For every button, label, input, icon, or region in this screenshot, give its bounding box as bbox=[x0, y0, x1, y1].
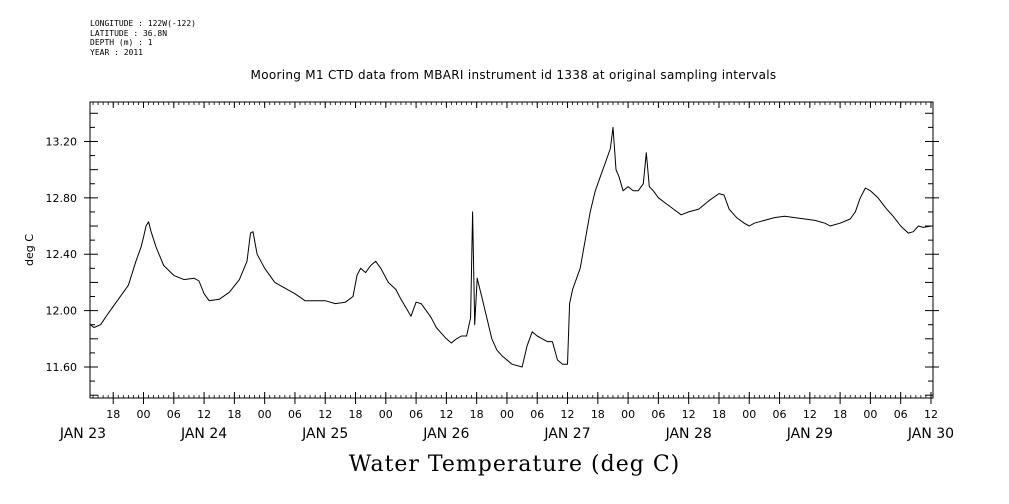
x-day-label: JAN 26 bbox=[422, 426, 469, 442]
x-tick-label: 06 bbox=[773, 408, 787, 421]
series-line bbox=[90, 126, 932, 368]
x-tick-label: 00 bbox=[742, 408, 756, 421]
x-tick-label: 06 bbox=[530, 408, 544, 421]
x-day-label: JAN 24 bbox=[180, 426, 227, 442]
chart-title: Mooring M1 CTD data from MBARI instrumen… bbox=[250, 68, 777, 82]
y-tick-label: 11.60 bbox=[46, 361, 78, 374]
x-tick-label: 06 bbox=[409, 408, 423, 421]
x-tick-label: 12 bbox=[682, 408, 696, 421]
x-day-label: JAN 27 bbox=[543, 426, 590, 442]
x-tick-label: 18 bbox=[227, 408, 241, 421]
x-tick-label: 00 bbox=[137, 408, 151, 421]
y-tick-label: 12.00 bbox=[46, 305, 78, 318]
x-day-label: JAN 25 bbox=[301, 426, 348, 442]
x-tick-label: 00 bbox=[621, 408, 635, 421]
x-day-label: JAN 30 bbox=[907, 426, 954, 442]
x-tick-label: 06 bbox=[167, 408, 181, 421]
x-tick-label: 12 bbox=[439, 408, 453, 421]
x-tick-label: 12 bbox=[803, 408, 817, 421]
meta-year: YEAR : 2011 bbox=[90, 47, 143, 57]
meta-longitude: LONGITUDE : 122W(-122) bbox=[90, 19, 196, 28]
x-tick-label: 18 bbox=[591, 408, 605, 421]
x-tick-label: 12 bbox=[197, 408, 211, 421]
x-tick-label: 12 bbox=[561, 408, 575, 421]
x-tick-label: 06 bbox=[288, 408, 302, 421]
x-tick-label: 00 bbox=[379, 408, 393, 421]
x-tick-label: 18 bbox=[349, 408, 363, 421]
x-tick-label: 06 bbox=[894, 408, 908, 421]
x-tick-label: 00 bbox=[863, 408, 877, 421]
x-tick-label: 12 bbox=[318, 408, 332, 421]
y-axis-label: deg C bbox=[23, 234, 36, 266]
x-tick-label: 06 bbox=[651, 408, 665, 421]
x-axis-title: Water Temperature (deg C) bbox=[348, 452, 681, 477]
meta-latitude: LATITUDE : 36.8N bbox=[90, 28, 168, 38]
x-tick-label: 00 bbox=[500, 408, 514, 421]
y-tick-label: 12.80 bbox=[46, 192, 78, 205]
x-day-label: JAN 23 bbox=[59, 426, 106, 442]
x-tick-label: 00 bbox=[258, 408, 272, 421]
x-tick-label: 18 bbox=[833, 408, 847, 421]
x-tick-label: 18 bbox=[470, 408, 484, 421]
y-tick-label: 13.20 bbox=[46, 135, 78, 148]
y-tick-label: 12.40 bbox=[46, 248, 78, 261]
metadata-block: LONGITUDE : 122W(-122) LATITUDE : 36.8N … bbox=[90, 19, 196, 57]
x-day-label: JAN 28 bbox=[665, 426, 712, 442]
x-tick-label: 12 bbox=[924, 408, 938, 421]
x-tick-label: 18 bbox=[712, 408, 726, 421]
x-day-label: JAN 29 bbox=[786, 426, 833, 442]
meta-depth: DEPTH (m) : 1 bbox=[90, 38, 153, 47]
x-tick-label: 18 bbox=[106, 408, 120, 421]
plot-frame bbox=[89, 101, 934, 399]
